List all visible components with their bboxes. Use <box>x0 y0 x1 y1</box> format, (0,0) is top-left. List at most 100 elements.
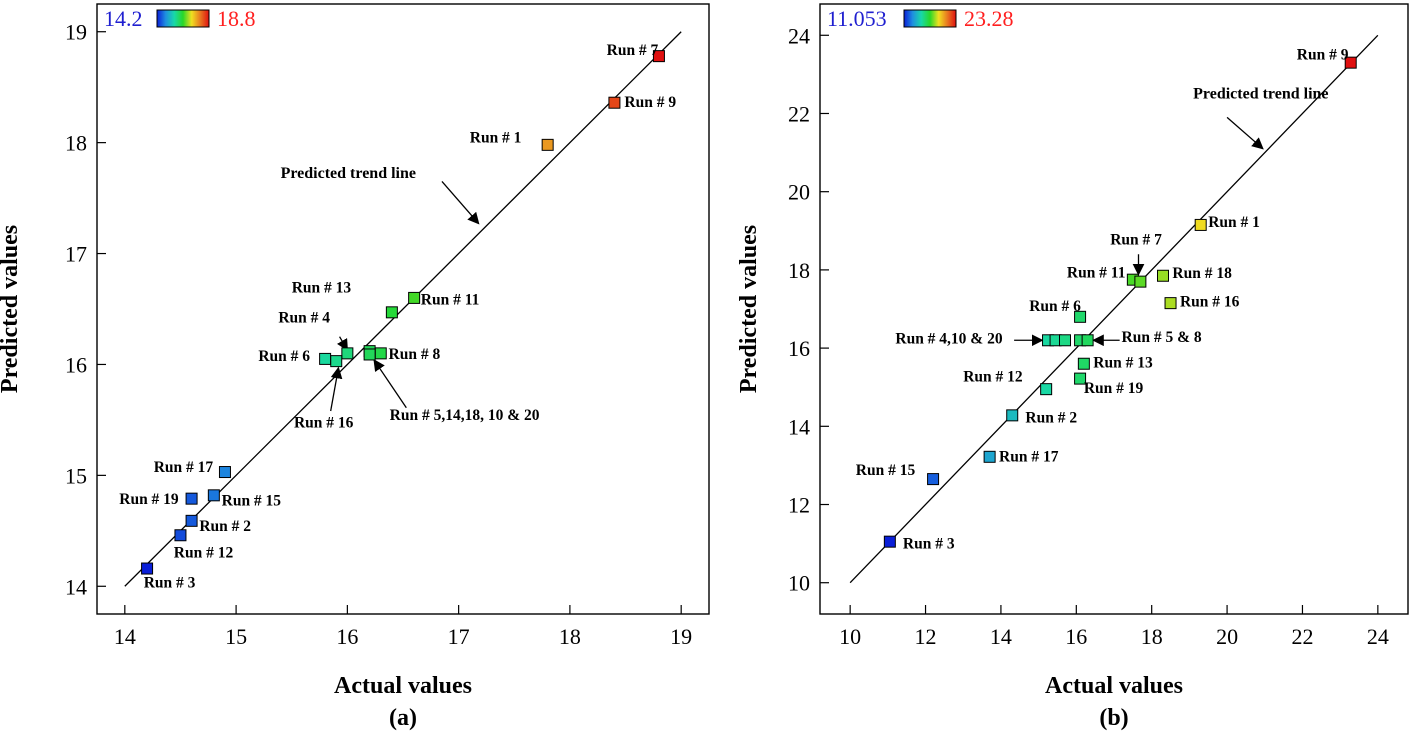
data-point <box>330 355 343 368</box>
data-point <box>1194 218 1207 231</box>
x-tick-label: 24 <box>1367 624 1389 649</box>
annotation-arrow <box>373 359 407 409</box>
data-point <box>1081 334 1094 347</box>
run-annotation: Run # 3 <box>903 535 955 552</box>
run-annotation: Run # 7 <box>607 42 659 59</box>
trend-line <box>124 31 682 587</box>
trend-line <box>849 34 1379 584</box>
run-annotation: Run # 18 <box>1172 265 1232 282</box>
data-point <box>1074 372 1087 385</box>
run-annotation: Run # 19 <box>1084 380 1144 397</box>
y-tick-label: 14 <box>788 414 810 439</box>
x-tick-label: 14 <box>114 624 136 649</box>
y-tick-label: 16 <box>65 352 87 377</box>
run-annotation: Run # 19 <box>119 491 179 508</box>
run-annotation: Run # 4 <box>278 309 330 326</box>
colorbar-min-label: 14.2 <box>104 6 143 31</box>
data-point <box>608 96 621 109</box>
colorbar <box>156 9 210 28</box>
x-tick-label: 15 <box>225 624 247 649</box>
run-annotation: Run # 15 <box>222 492 282 509</box>
panel-caption: (a) <box>389 705 417 731</box>
x-tick-label: 19 <box>670 624 692 649</box>
y-tick-label: 14 <box>65 574 87 599</box>
x-tick-label: 12 <box>915 624 937 649</box>
data-point <box>1040 383 1053 396</box>
run-annotation: Run # 12 <box>174 544 234 561</box>
x-tick-label: 18 <box>559 624 581 649</box>
data-point <box>1059 334 1071 347</box>
run-annotation: Run # 13 <box>1093 355 1153 372</box>
data-point <box>883 535 896 548</box>
x-tick-label: 20 <box>1216 624 1238 649</box>
run-annotation: Run # 5,14,18, 10 & 20 <box>390 407 540 424</box>
y-tick-label: 20 <box>788 180 810 205</box>
x-tick-label: 17 <box>448 624 470 649</box>
run-annotation: Run # 2 <box>1025 409 1077 426</box>
data-point <box>1006 409 1019 422</box>
run-annotation: Run # 16 <box>1180 293 1240 310</box>
data-point <box>408 291 421 304</box>
x-axis-title: Actual values <box>1045 673 1183 699</box>
x-tick-label: 16 <box>1065 624 1087 649</box>
run-annotation: Run # 5 & 8 <box>1122 329 1202 346</box>
data-point <box>174 529 187 542</box>
colorbar-min-label: 11.053 <box>827 6 887 31</box>
data-point <box>541 138 554 151</box>
plot-frame <box>819 3 1409 615</box>
run-annotation: Run # 6 <box>258 348 310 365</box>
run-annotation: Run # 15 <box>856 462 916 479</box>
data-point <box>1077 357 1090 370</box>
x-tick-label: 14 <box>990 624 1012 649</box>
run-annotation: Run # 11 <box>1067 265 1126 282</box>
panel-caption: (b) <box>1099 705 1128 731</box>
y-tick-label: 19 <box>65 20 87 45</box>
run-annotation: Predicted trend line <box>1193 86 1328 103</box>
y-tick-label: 16 <box>788 336 810 361</box>
run-annotation: Run # 17 <box>999 449 1059 466</box>
x-tick-label: 22 <box>1291 624 1313 649</box>
colorbar-max-label: 18.8 <box>217 6 256 31</box>
panel-a: 14 15 16 17 18 19 14 15 16 17 18 19 Actual values Pre… <box>0 3 710 731</box>
run-annotation: Run # 8 <box>389 346 441 363</box>
y-tick-label: 15 <box>65 463 87 488</box>
data-point <box>185 492 198 505</box>
annotation-arrow <box>1226 116 1264 150</box>
run-annotation: Run # 6 <box>1029 298 1081 315</box>
run-annotation: Run # 17 <box>154 459 214 476</box>
data-point <box>207 489 220 502</box>
run-annotation: Run # 11 <box>421 292 480 309</box>
run-annotation: Run # 7 <box>1110 231 1162 248</box>
data-point <box>1164 297 1177 310</box>
trend-line-label: Predicted trend line <box>281 165 416 182</box>
data-point <box>341 347 354 360</box>
y-tick-label: 17 <box>65 242 87 267</box>
panel-b: 10 12 14 16 18 20 22 24 10 12 14 16 18 20 22 24 Actual v… <box>736 3 1409 731</box>
data-point <box>319 352 332 365</box>
data-point <box>363 348 376 361</box>
annotation-arrow <box>330 366 343 412</box>
data-point <box>218 466 231 479</box>
run-annotation: Run # 13 <box>292 279 352 296</box>
x-axis-title: Actual values <box>334 673 472 699</box>
y-tick-label: 10 <box>788 571 810 596</box>
data-point <box>1157 269 1169 282</box>
run-annotation: Run # 1 <box>470 130 522 147</box>
y-tick-label: 18 <box>788 258 810 283</box>
colorbar <box>903 9 957 28</box>
y-tick-label: 18 <box>65 131 87 156</box>
data-point <box>1074 310 1087 323</box>
data-point <box>983 450 996 463</box>
y-axis-title: Predicted values <box>0 225 23 393</box>
run-annotation: Run # 1 <box>1208 214 1260 231</box>
run-annotation: Run # 12 <box>963 368 1023 385</box>
data-point <box>1344 56 1357 69</box>
run-annotation: Run # 9 <box>1297 47 1349 64</box>
plot-frame <box>96 3 710 615</box>
data-point <box>1134 275 1147 288</box>
data-point <box>374 347 387 360</box>
run-annotation: Run # 16 <box>294 415 354 432</box>
run-annotation: Run # 9 <box>624 94 676 111</box>
